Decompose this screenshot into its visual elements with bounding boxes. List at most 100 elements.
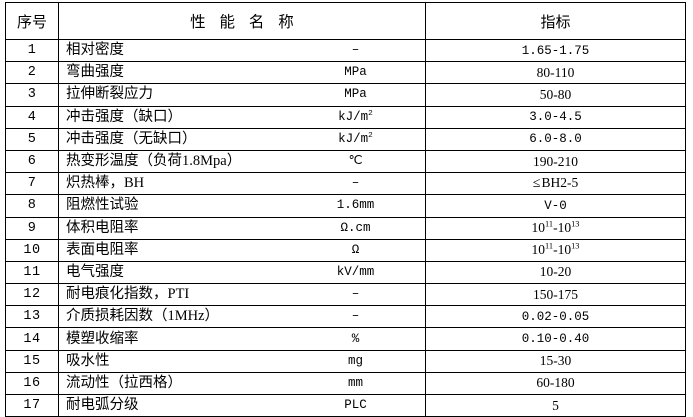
property-name-inner: 耐电弧分级 PLC [59, 395, 425, 416]
table-row: 2 弯曲强度 MPa 80-110 [5, 61, 686, 85]
property-name-inner: 耐电痕化指数，PTI – [59, 284, 425, 305]
property-name-label: 热变形温度（负荷1.8Mpa） [66, 153, 242, 170]
property-name-label: 冲击强度（无缺口） [66, 130, 197, 147]
property-unit-label: – [351, 287, 360, 302]
property-name-cell: 模塑收缩率% [58, 327, 426, 351]
property-name-label: 表面电阻率 [66, 241, 139, 258]
property-value-cell: 3.0-4.5 [425, 105, 686, 129]
table-row: 3 拉伸断裂应力 MPa 50-80 [5, 83, 686, 107]
property-unit-label: mg [347, 353, 363, 368]
table-row: 10 表面电阻率 Ω 1011-1013 [5, 238, 686, 262]
row-index-cell: 15 [5, 349, 59, 373]
property-unit-label: MPa [344, 87, 367, 102]
property-value-cell: 1011-1013 [425, 238, 686, 262]
row-index-cell: 2 [5, 61, 59, 85]
property-unit-label: kJ/m2 [338, 131, 373, 146]
property-unit-label: PLC [344, 398, 367, 413]
table-row: 16 流动性（拉西格） mm 60-180 [5, 371, 686, 396]
table-body: 1 相对密度 – 1.65-1.75 2 弯曲强度 MPa 80-110 3 拉伸断裂应力 MPa 5… [5, 38, 686, 417]
property-name-cell: 冲击强度（缺口） kJ/m2 [58, 105, 426, 129]
property-name-cell: 流动性（拉西格） mm [58, 371, 426, 396]
property-value-cell: 190-210 [425, 149, 686, 174]
row-index-cell: 9 [5, 216, 59, 240]
property-name-inner: 介质损耗因数（1MHz） – [59, 306, 425, 327]
property-name-inner: 冲击强度（无缺口） kJ/m2 [59, 129, 425, 150]
property-name-inner: 热变形温度（负荷1.8Mpa） ℃ [59, 151, 425, 172]
header-cell-name: 性 能 名 称 [58, 2, 426, 40]
table-row: 8 阻燃性试验 1.6mm V-0 [5, 194, 686, 218]
property-value-cell: 10-20 [425, 260, 686, 285]
table-row: 9 体积电阻率 Ω.cm 1011-1013 [5, 216, 686, 240]
property-name-label: 电气强度 [66, 263, 124, 280]
property-name-cell: 热变形温度（负荷1.8Mpa） ℃ [58, 149, 426, 174]
performance-spec-table: 序号 性 能 名 称 指标 1 相对密度 – 1.65-1.75 2 弯曲强度 MPa 80-… [5, 2, 686, 417]
property-value-cell: 50-80 [425, 83, 686, 107]
property-name-inner: 模塑收缩率% [59, 328, 425, 349]
spec-table-container: 序号 性 能 名 称 指标 1 相对密度 – 1.65-1.75 2 弯曲强度 MPa 80-… [5, 2, 686, 417]
property-name-inner: 弯曲强度 MPa [59, 62, 425, 83]
property-name-label: 阻燃性试验 [66, 197, 139, 214]
table-row: 13 介质损耗因数（1MHz） – 0.02-0.05 [5, 305, 686, 329]
property-value-cell: 1.65-1.75 [425, 38, 686, 63]
property-name-label: 相对密度 [66, 42, 124, 59]
row-index-cell: 10 [5, 238, 59, 262]
property-name-cell: 耐电痕化指数，PTI – [58, 283, 426, 307]
row-index-cell: 4 [5, 105, 59, 129]
property-unit-label: Ω [351, 242, 360, 257]
property-unit-label: kJ/m2 [338, 109, 373, 124]
property-value-cell: 0.02-0.05 [425, 305, 686, 329]
property-value-cell: 150-175 [425, 283, 686, 307]
property-unit-label: – [351, 43, 360, 58]
property-unit-label: ℃ [348, 154, 363, 169]
property-name-label: 冲击强度（缺口） [66, 108, 182, 125]
property-unit-label: Ω.cm [340, 220, 371, 235]
property-name-cell: 相对密度 – [58, 38, 426, 63]
property-name-cell: 体积电阻率 Ω.cm [58, 216, 426, 240]
property-name-inner: 拉伸断裂应力 MPa [59, 84, 425, 105]
property-name-inner: 表面电阻率 Ω [59, 240, 425, 261]
property-unit-label: % [351, 331, 360, 346]
property-name-label: 耐电痕化指数，PTI [66, 286, 190, 303]
row-index-cell: 6 [5, 149, 59, 174]
table-row: 5 冲击强度（无缺口） kJ/m2 6.0-8.0 [5, 127, 686, 151]
property-value-cell: 60-180 [425, 371, 686, 396]
property-name-label: 模塑收缩率 [66, 330, 139, 347]
property-name-inner: 阻燃性试验 1.6mm [59, 195, 425, 216]
property-unit-label: MPa [344, 65, 367, 80]
row-index-cell: 12 [5, 283, 59, 307]
property-name-label: 弯曲强度 [66, 64, 124, 81]
property-unit-label: – [351, 309, 360, 324]
table-row: 14 模塑收缩率% 0.10-0.40 [5, 327, 686, 351]
property-name-label: 炽热棒，BH [66, 175, 145, 192]
row-index-cell: 1 [5, 38, 59, 63]
header-cell-value: 指标 [425, 2, 686, 40]
property-name-cell: 弯曲强度 MPa [58, 61, 426, 85]
table-header: 序号 性 能 名 称 指标 [5, 2, 686, 40]
property-name-cell: 耐电弧分级 PLC [58, 393, 426, 417]
property-name-inner: 炽热棒，BH – [59, 173, 425, 194]
table-row: 12 耐电痕化指数，PTI – 150-175 [5, 283, 686, 307]
row-index-cell: 5 [5, 127, 59, 151]
header-row: 序号 性 能 名 称 指标 [5, 2, 686, 40]
property-name-label: 体积电阻率 [66, 219, 139, 236]
property-name-inner: 电气强度 kV/mm [59, 262, 425, 283]
property-value-cell: 0.10-0.40 [425, 327, 686, 351]
property-value-cell: 1011-1013 [425, 216, 686, 240]
row-index-cell: 16 [5, 371, 59, 396]
table-row: 11 电气强度 kV/mm 10-20 [5, 260, 686, 285]
property-name-inner: 相对密度 – [59, 40, 425, 61]
property-value-cell: 5 [425, 393, 686, 417]
property-name-cell: 表面电阻率 Ω [58, 238, 426, 262]
row-index-cell: 14 [5, 327, 59, 351]
row-index-cell: 7 [5, 172, 59, 196]
property-unit-label: 1.6mm [336, 198, 375, 213]
property-value-cell: 80-110 [425, 61, 686, 85]
property-name-cell: 炽热棒，BH – [58, 172, 426, 196]
property-unit-label: mm [347, 375, 363, 390]
header-cell-no: 序号 [5, 2, 59, 40]
property-name-label: 流动性（拉西格） [66, 374, 182, 391]
property-name-label: 吸水性 [66, 352, 110, 369]
table-row: 1 相对密度 – 1.65-1.75 [5, 38, 686, 63]
property-name-inner: 流动性（拉西格） mm [59, 373, 425, 394]
row-index-cell: 11 [5, 260, 59, 285]
